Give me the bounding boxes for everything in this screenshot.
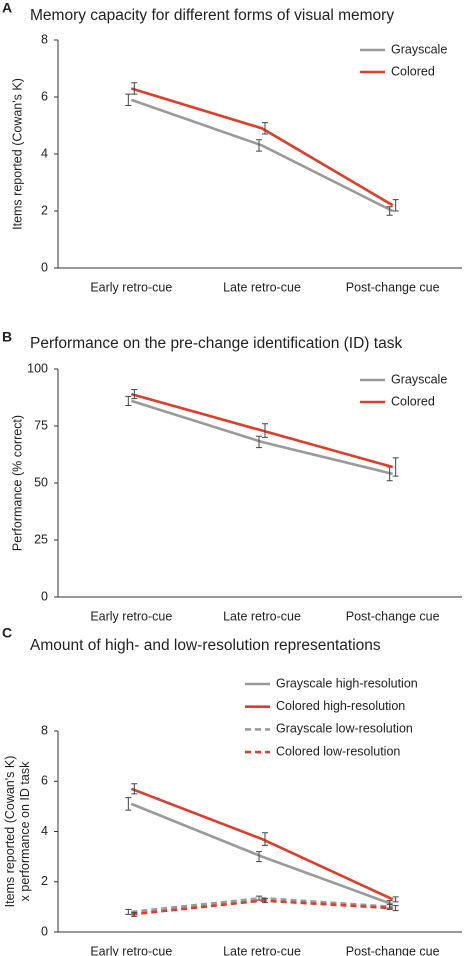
error-bar: [256, 139, 262, 152]
y-tick-label: 0: [41, 260, 48, 274]
series-line: [130, 98, 394, 213]
y-tick-label: 6: [41, 89, 48, 103]
y-tick-label: 4: [41, 146, 48, 160]
legend-label: Grayscale low-resolution: [276, 722, 413, 736]
error-bar: [131, 389, 138, 400]
error-bar: [392, 457, 399, 477]
y-tick-label: 0: [41, 589, 48, 603]
y-axis-label: Items reported (Cowan's K): [10, 78, 24, 230]
legend-label: Grayscale high-resolution: [276, 676, 418, 690]
error-bar: [392, 199, 399, 212]
error-bar: [131, 82, 138, 95]
x-tick-label: Late retro-cue: [223, 280, 301, 294]
error-bar: [392, 905, 399, 912]
error-bar: [386, 206, 393, 216]
series-line: [130, 802, 394, 906]
panel-letter: B: [2, 329, 12, 345]
error-bar: [256, 851, 262, 863]
x-tick-label: Post-change cue: [346, 609, 440, 623]
y-tick-label: 4: [41, 824, 48, 838]
error-bar: [386, 903, 393, 910]
chart-title: Performance on the pre-change identifica…: [30, 335, 402, 352]
series-line: [130, 392, 394, 469]
error-bar: [392, 896, 399, 903]
chart-title: Amount of high- and low-resolution repre…: [30, 637, 381, 654]
panel-letter: A: [2, 0, 12, 16]
x-tick-label: Late retro-cue: [223, 944, 301, 956]
y-tick-label: 6: [41, 774, 48, 788]
x-tick-label: Post-change cue: [346, 280, 440, 294]
error-bar: [262, 122, 268, 135]
error-bar: [262, 423, 268, 438]
legend-label: Colored: [391, 64, 435, 78]
error-bar: [125, 93, 132, 107]
y-tick-label: 2: [41, 874, 48, 888]
error-bar: [125, 908, 132, 915]
y-axis-label: Items reported (Cowan's K): [3, 756, 17, 908]
y-tick-label: 2: [41, 203, 48, 217]
x-tick-label: Post-change cue: [346, 944, 440, 956]
y-axis-label: Performance (% correct): [10, 415, 24, 551]
x-tick-label: Early retro-cue: [90, 280, 172, 294]
legend-label: Colored: [391, 394, 435, 408]
series-line: [131, 899, 393, 916]
panel-letter: C: [2, 625, 12, 641]
x-tick-label: Early retro-cue: [90, 944, 172, 956]
series-line: [131, 896, 393, 914]
x-tick-label: Early retro-cue: [90, 609, 172, 623]
legend-label: Grayscale: [391, 372, 447, 386]
y-tick-label: 100: [27, 361, 48, 375]
y-tick-label: 8: [41, 723, 48, 737]
error-bar: [131, 783, 138, 795]
legend-label: Colored low-resolution: [276, 744, 400, 758]
error-bar: [256, 435, 262, 449]
chart-title: Memory capacity for different forms of v…: [30, 7, 394, 24]
series-line: [130, 87, 394, 207]
y-tick-label: 50: [34, 475, 48, 489]
error-bar: [262, 832, 268, 846]
y-tick-label: 8: [41, 32, 48, 46]
error-bar: [131, 911, 138, 917]
error-bar: [125, 395, 132, 406]
error-bar: [262, 898, 268, 904]
y-tick-label: 75: [34, 418, 48, 432]
y-axis-label: x performance on ID task: [18, 761, 32, 901]
x-tick-label: Late retro-cue: [223, 609, 301, 623]
y-tick-label: 25: [34, 532, 48, 546]
series-line: [130, 787, 394, 901]
legend-label: Grayscale: [391, 42, 447, 56]
y-tick-label: 0: [41, 924, 48, 938]
error-bar: [125, 797, 132, 811]
series-line: [130, 399, 393, 476]
legend-label: Colored high-resolution: [276, 699, 405, 713]
